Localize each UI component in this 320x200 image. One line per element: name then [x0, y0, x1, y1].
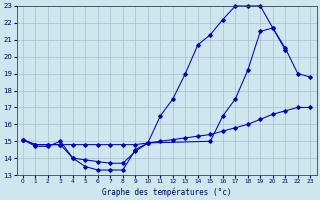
- X-axis label: Graphe des températures (°c): Graphe des températures (°c): [102, 187, 231, 197]
